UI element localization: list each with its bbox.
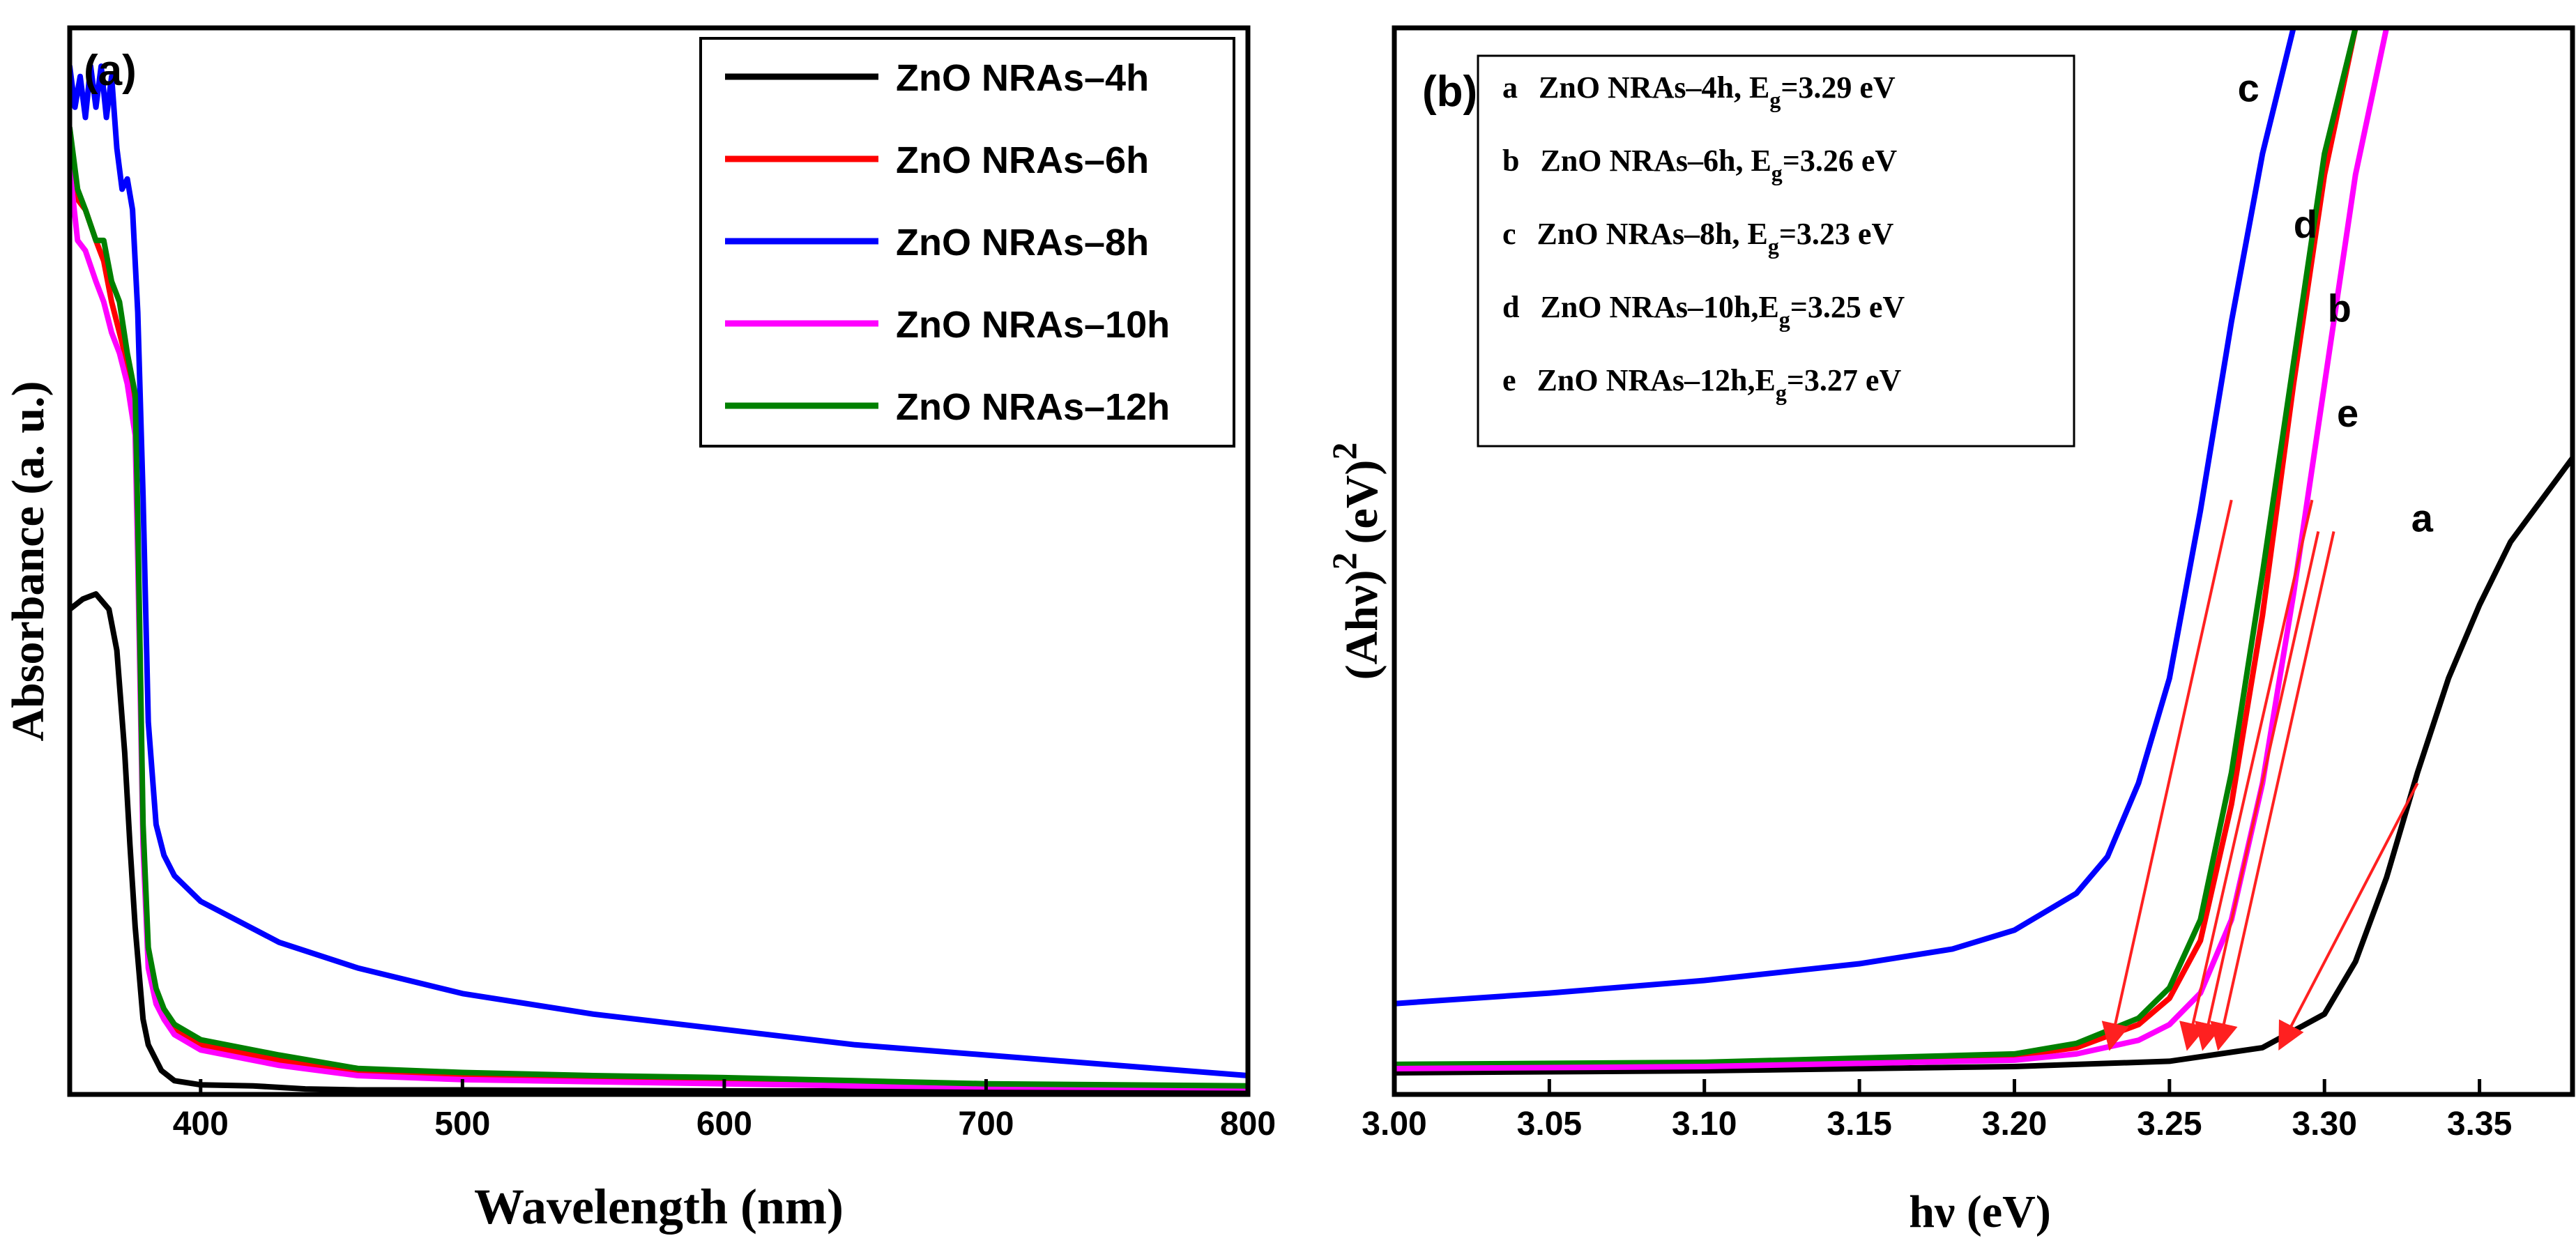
panel-b-curve-label-a: a [2411,496,2434,540]
panel-b-legend-letter: b [1502,144,1519,178]
panel-b-legend-subscript: g [1769,87,1781,112]
panel-b-legend-letter: a [1502,70,1518,105]
panel-b-legend-value: =3.27 eV [1787,363,1902,397]
panel-b-series-a [1394,455,2573,1076]
panel-b-legend-letter: c [1502,217,1516,251]
panel-a-series-zno-nras-10h [70,166,1248,1091]
panel-a-x-ticks: 400 500 600 700 800 [173,1079,1276,1143]
panel-b-tangent-e [2210,530,2335,1051]
panel-a-legend-label: ZnO NRAs–10h [896,304,1170,346]
panel-b: 3.00 3.05 3.10 3.15 3.20 3.25 3.30 3.35 (b) hν … [1325,25,2575,1237]
panel-b-tangent-a [2278,782,2419,1051]
panel-a-label: (a) [84,47,137,95]
panel-a-legend-label: ZnO NRAs–6h [896,139,1149,181]
panel-a-x-tick-label: 400 [173,1106,229,1143]
panel-a-frame [67,25,1251,1097]
panel-b-x-ticks: 3.00 3.05 3.10 3.15 3.20 3.25 3.30 3.35 [1362,1079,2512,1143]
panel-b-legend-text: ZnO NRAs–12h,E [1537,363,1776,397]
panel-a-legend-label: ZnO NRAs–12h [896,386,1170,428]
panel-b-legend-text: ZnO NRAs–6h, E [1540,144,1771,178]
panel-a-x-tick-label: 500 [434,1106,490,1143]
panel-a-legend: ZnO NRAs–4h ZnO NRAs–6h ZnO NRAs–8h ZnO NRA… [699,37,1235,448]
panel-b-tangent-lines [2101,499,2419,1051]
panel-b-legend-box [1477,54,2075,448]
panel-b-tangent-d [2179,499,2314,1051]
panel-b-legend-entry: d ZnO NRAs–10h,Eg=3.25 eV [1502,290,1905,332]
panel-b-y-axis-title-unit: (eV) [1336,460,1387,544]
panel-b-x-tick-label: 3.20 [1982,1106,2047,1143]
panel-b-legend-text: ZnO NRAs–4h, E [1539,70,1769,105]
panel-b-x-tick-label: 3.05 [1517,1106,1582,1143]
panel-b-label: (b) [1422,68,1477,116]
panel-b-legend-letter: e [1502,363,1516,397]
panel-b-tangent-b [2195,530,2320,1051]
panel-b-curve-label-e: e [2337,391,2358,435]
panel-b-legend-value: =3.26 eV [1783,144,1898,178]
panel-a-legend-label: ZnO NRAs–8h [896,222,1149,263]
panel-b-tangent-c [2101,499,2233,1051]
panel-a-x-tick-label: 700 [958,1106,1014,1143]
panel-b-legend-subscript: g [1771,160,1783,185]
panel-b-legend-text: ZnO NRAs–10h,E [1540,290,1778,324]
panel-a-x-tick-label: 800 [1220,1106,1276,1143]
panel-b-x-tick-label: 3.35 [2447,1106,2512,1143]
panel-b-legend-letter: d [1502,290,1519,324]
panel-a-legend-label: ZnO NRAs–4h [896,57,1149,99]
panel-b-x-tick-label: 3.00 [1362,1106,1426,1143]
panel-a-curves [70,63,1248,1094]
panel-b-legend-entry: b ZnO NRAs–6h, Eg=3.26 eV [1502,144,1897,185]
panel-a-y-axis-title: Absorbance (a. u.) [3,381,54,741]
panel-b-y-axis-title-base: (Ahν) [1336,570,1387,680]
panel-a: 400 500 600 700 800 (a) Wavelength (nm) Abso… [3,25,1276,1235]
panel-a-series-zno-nras-12h [70,125,1248,1089]
panel-a-series-zno-nras-8h [70,63,1248,1078]
panel-b-legend-value: =3.23 eV [1779,217,1894,251]
panel-b-legend-entry: c ZnO NRAs–8h, Eg=3.23 eV [1502,217,1893,259]
panel-b-y-axis-title-exp: 2 [1325,553,1364,570]
panel-b-y-axis-title-unit-exp: 2 [1325,443,1364,460]
panel-b-legend-subscript: g [1779,307,1790,332]
panel-b-x-axis-title: hν (eV) [1909,1186,2051,1237]
panel-a-x-tick-label: 600 [696,1106,752,1143]
panel-b-curve-label-c: c [2238,66,2259,109]
panel-b-curve-label-b: b [2328,286,2352,330]
panel-b-legend-subscript: g [1776,380,1787,405]
panel-b-y-axis-title: (Ahν)2(eV)2 [1325,443,1387,680]
panel-a-series-zno-nras-4h [70,591,1248,1094]
panel-b-legend-entry: a ZnO NRAs–4h, Eg=3.29 eV [1502,70,1896,112]
panel-b-legend-value: =3.25 eV [1790,290,1905,324]
panel-b-legend-text: ZnO NRAs–8h, E [1537,217,1768,251]
panel-a-x-axis-title: Wavelength (nm) [474,1179,844,1235]
panel-b-legend-entry: e ZnO NRAs–12h,Eg=3.27 eV [1502,363,1901,405]
panel-b-series-d [1394,28,2358,1067]
panel-b-series-c [1394,28,2296,1007]
panel-b-x-tick-label: 3.30 [2292,1106,2356,1143]
panel-b-legend-subscript: g [1768,234,1779,259]
panel-b-curve-labels: a b c d e [2238,66,2434,540]
panel-b-curve-label-d: d [2294,202,2317,246]
panel-b-legend-value: =3.29 eV [1781,70,1896,105]
panel-b-frame [1392,25,2575,1097]
panel-b-x-tick-label: 3.10 [1672,1106,1737,1143]
panel-b-legend: a ZnO NRAs–4h, Eg=3.29 eVb ZnO NRAs–6h, Eg… [1477,54,2075,448]
panel-b-x-tick-label: 3.15 [1827,1106,1891,1143]
panel-b-x-tick-label: 3.25 [2137,1106,2202,1143]
